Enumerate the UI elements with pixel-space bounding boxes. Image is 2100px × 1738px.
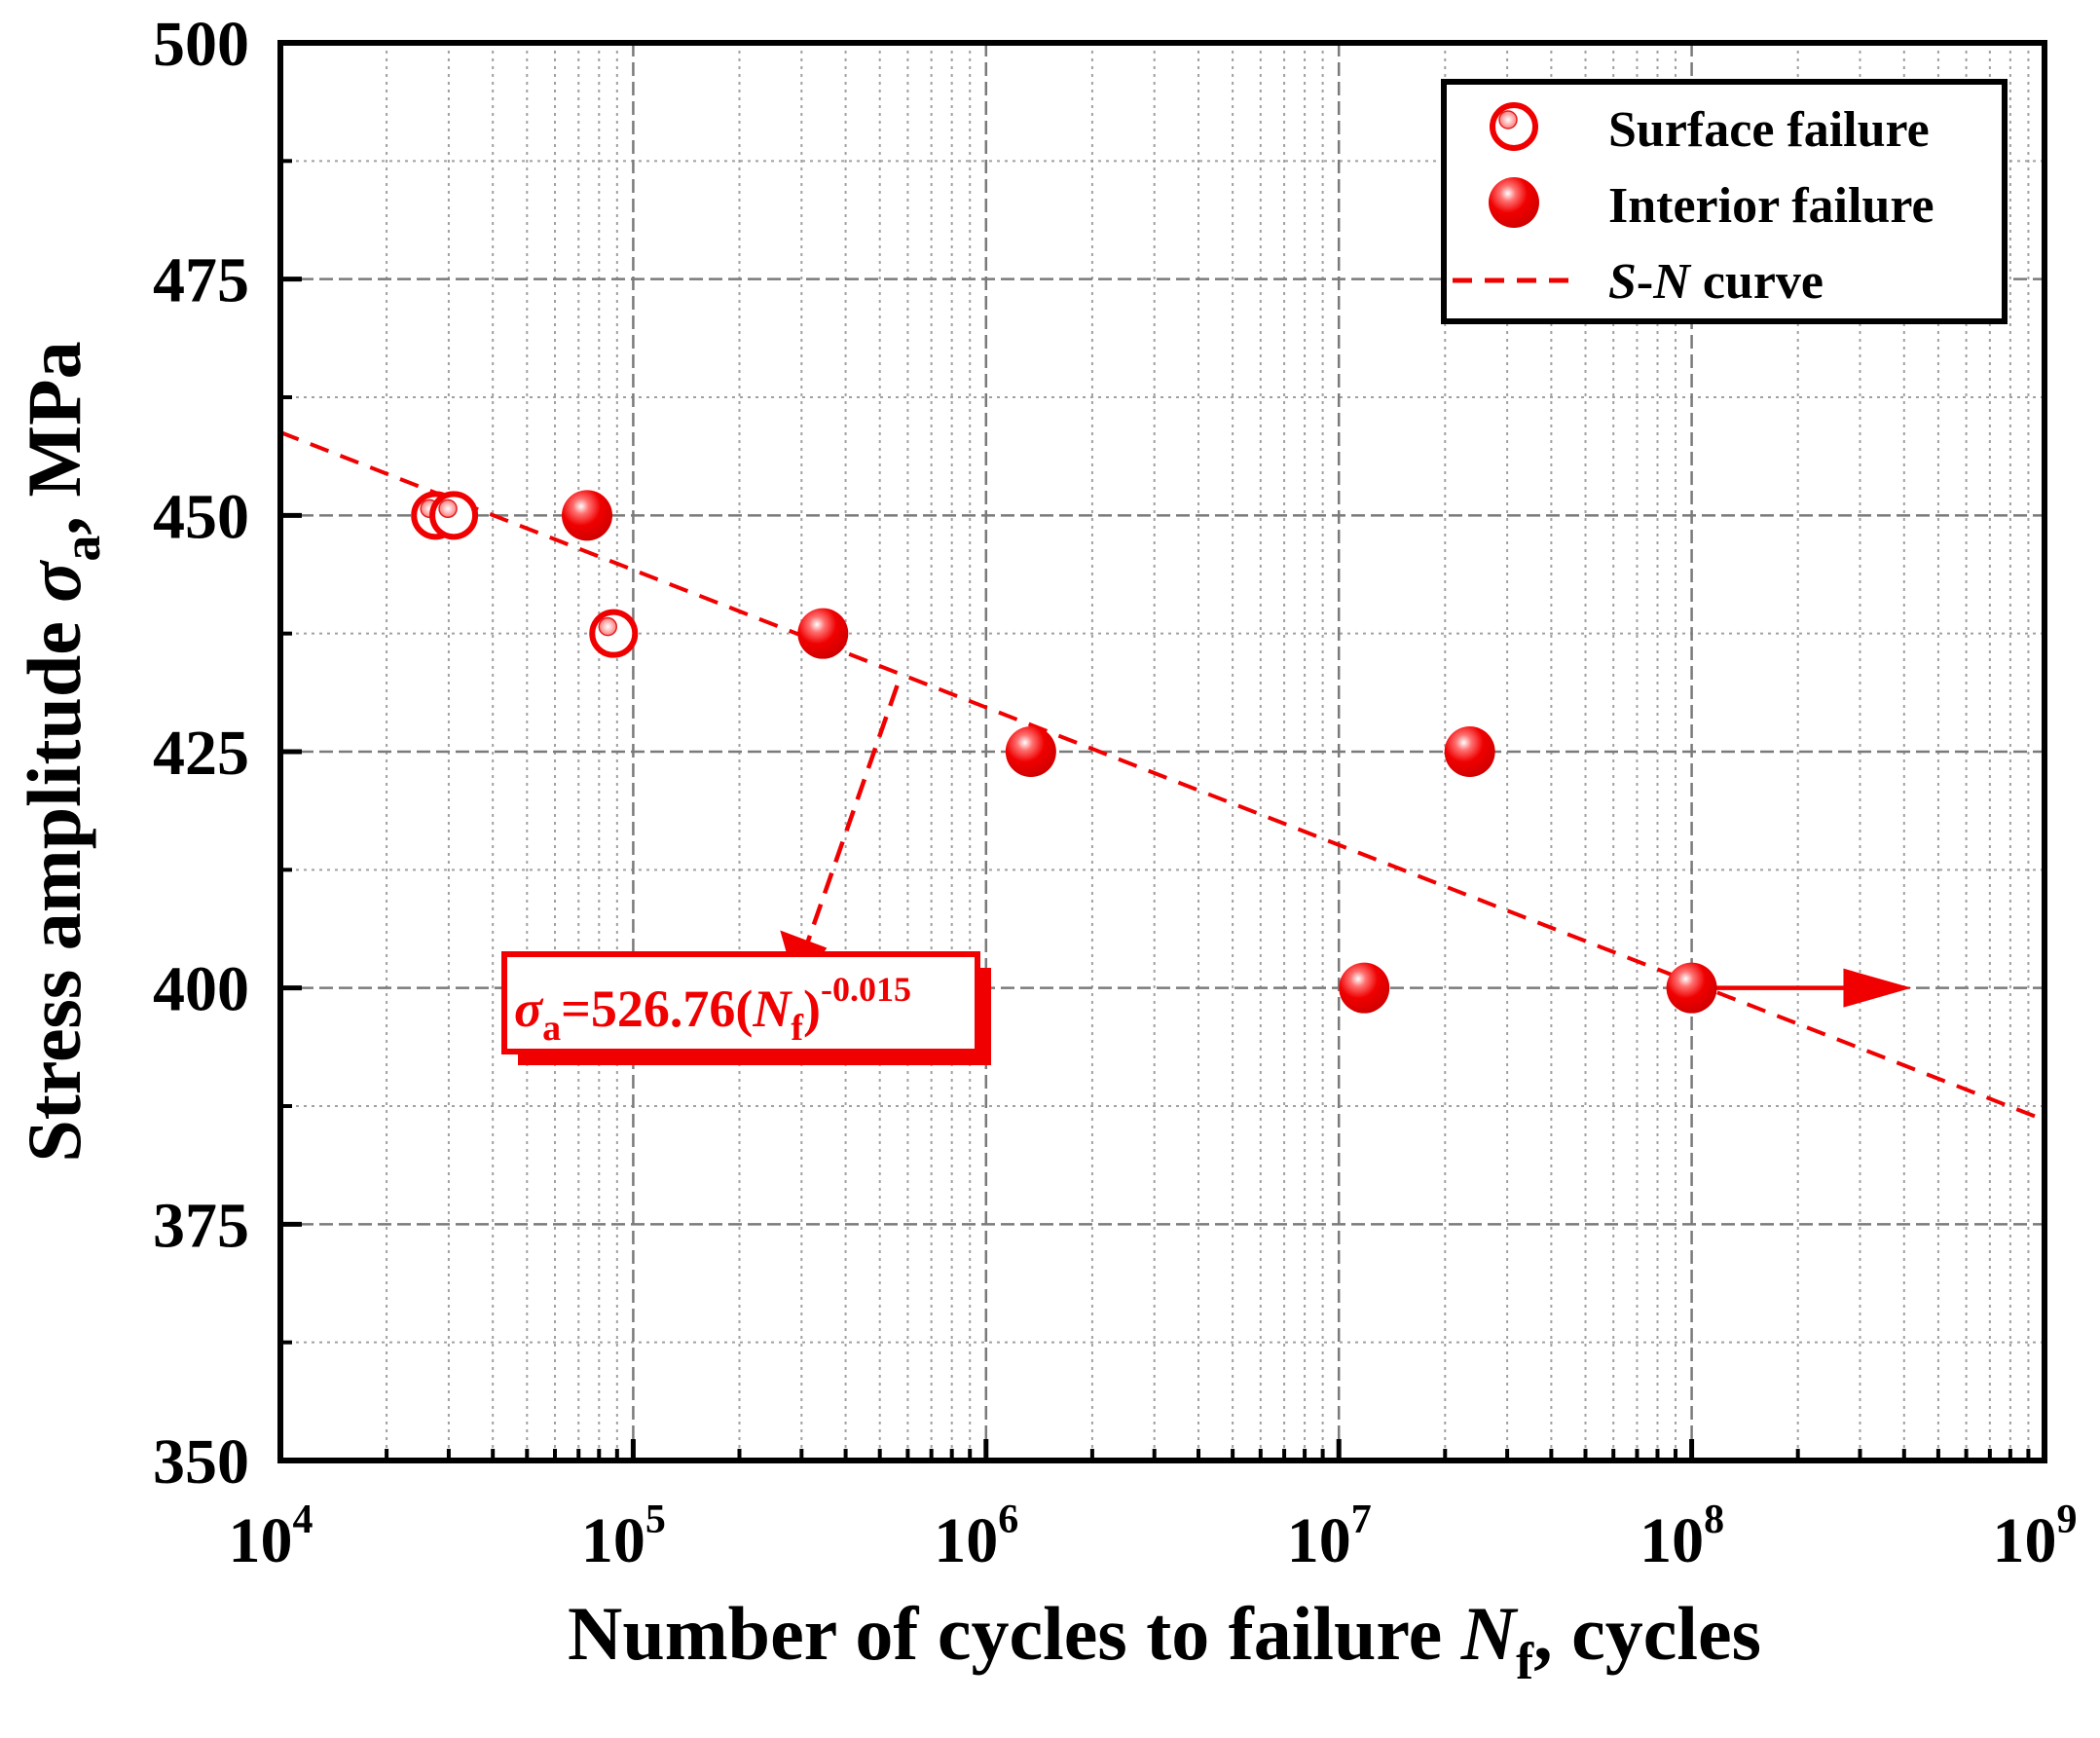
- runout-arrow-head: [1843, 968, 1912, 1008]
- x-tick-label: 104: [229, 1498, 313, 1576]
- y-tick-label: 425: [153, 718, 249, 789]
- interior-failure-point: [1005, 726, 1056, 777]
- y-tick-labels: 350 375 400 425 450 475 500: [153, 9, 249, 1498]
- surface-failure-point: [429, 491, 479, 540]
- legend-surface-marker: [1490, 102, 1538, 151]
- equation-box: σa=526.76(Nf)-0.015: [501, 951, 991, 1065]
- annotation-pointer-line: [799, 684, 900, 961]
- legend-interior-label: Interior failure: [1608, 178, 1934, 234]
- interior-failure-point: [1666, 962, 1717, 1014]
- marker-ball: [797, 608, 849, 659]
- surface-failure-point: [589, 609, 639, 658]
- x-tick-label: 106: [934, 1498, 1018, 1576]
- data-points: [411, 490, 1717, 1014]
- y-tick-label: 450: [153, 481, 249, 552]
- y-tick-label: 475: [153, 245, 249, 316]
- x-tick-labels: 104 105 106 107 108 109: [229, 1498, 2078, 1576]
- legend-sn-label: S-N curve: [1608, 254, 1824, 310]
- sn-curve-line: [279, 430, 2045, 1123]
- marker-highlight: [438, 499, 458, 519]
- marker-ball: [1666, 962, 1717, 1014]
- major-grid: [280, 43, 2045, 1461]
- interior-failure-point: [562, 490, 613, 541]
- x-axis-title: Number of cycles to failure Nf, cycles: [568, 1591, 1761, 1690]
- y-tick-label: 500: [153, 9, 249, 80]
- interior-failure-point: [1444, 726, 1495, 777]
- marker-highlight: [1498, 110, 1518, 129]
- y-tick-label: 375: [153, 1190, 249, 1261]
- legend-surface-marker-shape: [1490, 102, 1538, 151]
- legend-surface-label: Surface failure: [1608, 102, 1930, 158]
- y-tick-label: 400: [153, 954, 249, 1025]
- interior-failure-point: [1339, 962, 1390, 1014]
- marker-ball: [562, 490, 613, 541]
- legend-item-sn-curve: S-N curve: [1453, 254, 1824, 310]
- axis-ticks: [277, 40, 2047, 1463]
- legend-item-interior: Interior failure: [1489, 177, 1934, 234]
- marker-ball: [1444, 726, 1495, 777]
- marker-ball: [1489, 177, 1539, 228]
- x-tick-label: 108: [1639, 1498, 1724, 1576]
- marker-ball: [1005, 726, 1056, 777]
- x-tick-label: 105: [581, 1498, 666, 1576]
- marker-ball: [1339, 962, 1390, 1014]
- y-tick-label: 350: [153, 1426, 249, 1498]
- legend-interior-marker-shape: [1489, 177, 1539, 228]
- x-tick-label: 107: [1287, 1498, 1372, 1576]
- legend: Surface failure Interior failure S-N cur…: [1441, 79, 2008, 324]
- marker-highlight: [598, 616, 618, 637]
- equation-box-frame: [501, 951, 980, 1054]
- legend-interior-marker: [1489, 177, 1539, 228]
- sn-curve: [279, 430, 2045, 1123]
- x-tick-label: 109: [1993, 1498, 2078, 1576]
- interior-failure-point: [797, 608, 849, 659]
- y-axis-title: Stress amplitude σa, MPa: [12, 341, 111, 1162]
- legend-item-surface: Surface failure: [1490, 102, 1930, 158]
- equation-text: σa=526.76(Nf)-0.015: [514, 970, 911, 1049]
- runout-arrow: [1691, 968, 1912, 1008]
